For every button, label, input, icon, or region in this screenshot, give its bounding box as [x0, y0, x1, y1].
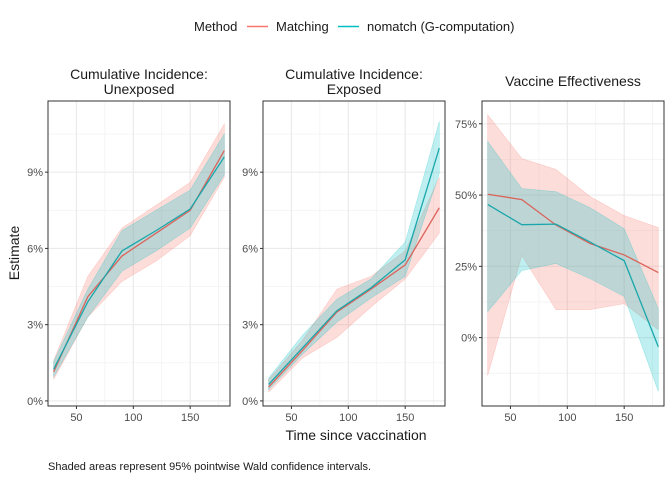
legend-label-nomatch: nomatch (G-computation)	[367, 19, 514, 34]
x-tick-label: 50	[285, 412, 297, 424]
caption: Shaded areas represent 95% pointwise Wal…	[48, 461, 371, 473]
legend-label-matching: Matching	[276, 19, 329, 34]
y-tick-label: 75%	[455, 119, 477, 131]
panel-border	[47, 100, 231, 407]
x-tick-label: 150	[181, 412, 199, 424]
x-tick-label: 50	[504, 412, 516, 424]
series-line-nomatch	[53, 156, 225, 370]
panel-1-title-line-2: Unexposed	[104, 81, 175, 97]
ci-ribbon-matching	[53, 122, 225, 380]
y-tick-label: 9%	[27, 167, 43, 179]
panel-cumulative-incidence-exposed: 50 100 150 0% 3% 6% 9%	[242, 100, 446, 424]
ci-ribbon-nomatch	[53, 132, 225, 378]
panel-1-title-line-1: Cumulative Incidence:	[70, 66, 208, 82]
panel-background	[263, 101, 445, 406]
y-axis-title: Estimate	[6, 226, 22, 281]
ci-ribbon-nomatch	[487, 140, 659, 392]
y-tick-label: 6%	[27, 243, 43, 255]
series-line-nomatch	[487, 203, 659, 347]
x-tick-label: 100	[558, 412, 576, 424]
ci-ribbon-nomatch	[268, 121, 440, 391]
panel-cumulative-incidence-unexposed: 50 100 150 0% 3% 6% 9%	[27, 100, 231, 424]
legend: Method Matching nomatch (G-computation)	[194, 19, 514, 34]
x-tick-label: 100	[339, 412, 357, 424]
y-tick-label: 0%	[242, 396, 258, 408]
panel-border	[481, 100, 665, 407]
series-line-matching	[487, 193, 659, 274]
series-line-nomatch	[268, 147, 440, 385]
panel-3-title: Vaccine Effectiveness	[505, 73, 641, 89]
y-tick-label: 3%	[242, 320, 258, 332]
y-tick-label: 0%	[461, 333, 477, 345]
x-tick-label: 50	[70, 412, 82, 424]
y-tick-label: 50%	[455, 190, 477, 202]
panel-2-title-line-2: Exposed	[327, 81, 381, 97]
panel-2-title-line-1: Cumulative Incidence:	[285, 66, 423, 82]
series-line-matching	[268, 207, 440, 388]
y-tick-label: 0%	[27, 396, 43, 408]
legend-title: Method	[194, 19, 237, 34]
y-tick-label: 25%	[455, 261, 477, 273]
x-axis-title: Time since vaccination	[285, 427, 426, 443]
panel-border	[262, 100, 446, 407]
x-tick-label: 150	[615, 412, 633, 424]
ci-ribbon-matching	[487, 113, 659, 376]
y-tick-label: 9%	[242, 167, 258, 179]
y-tick-label: 3%	[27, 320, 43, 332]
x-tick-label: 100	[124, 412, 142, 424]
x-tick-label: 150	[396, 412, 414, 424]
y-tick-label: 6%	[242, 243, 258, 255]
panel-vaccine-effectiveness: 50 100 150 0% 25% 50% 75%	[455, 100, 665, 424]
panel-background	[48, 101, 230, 406]
panel-background	[482, 101, 664, 406]
